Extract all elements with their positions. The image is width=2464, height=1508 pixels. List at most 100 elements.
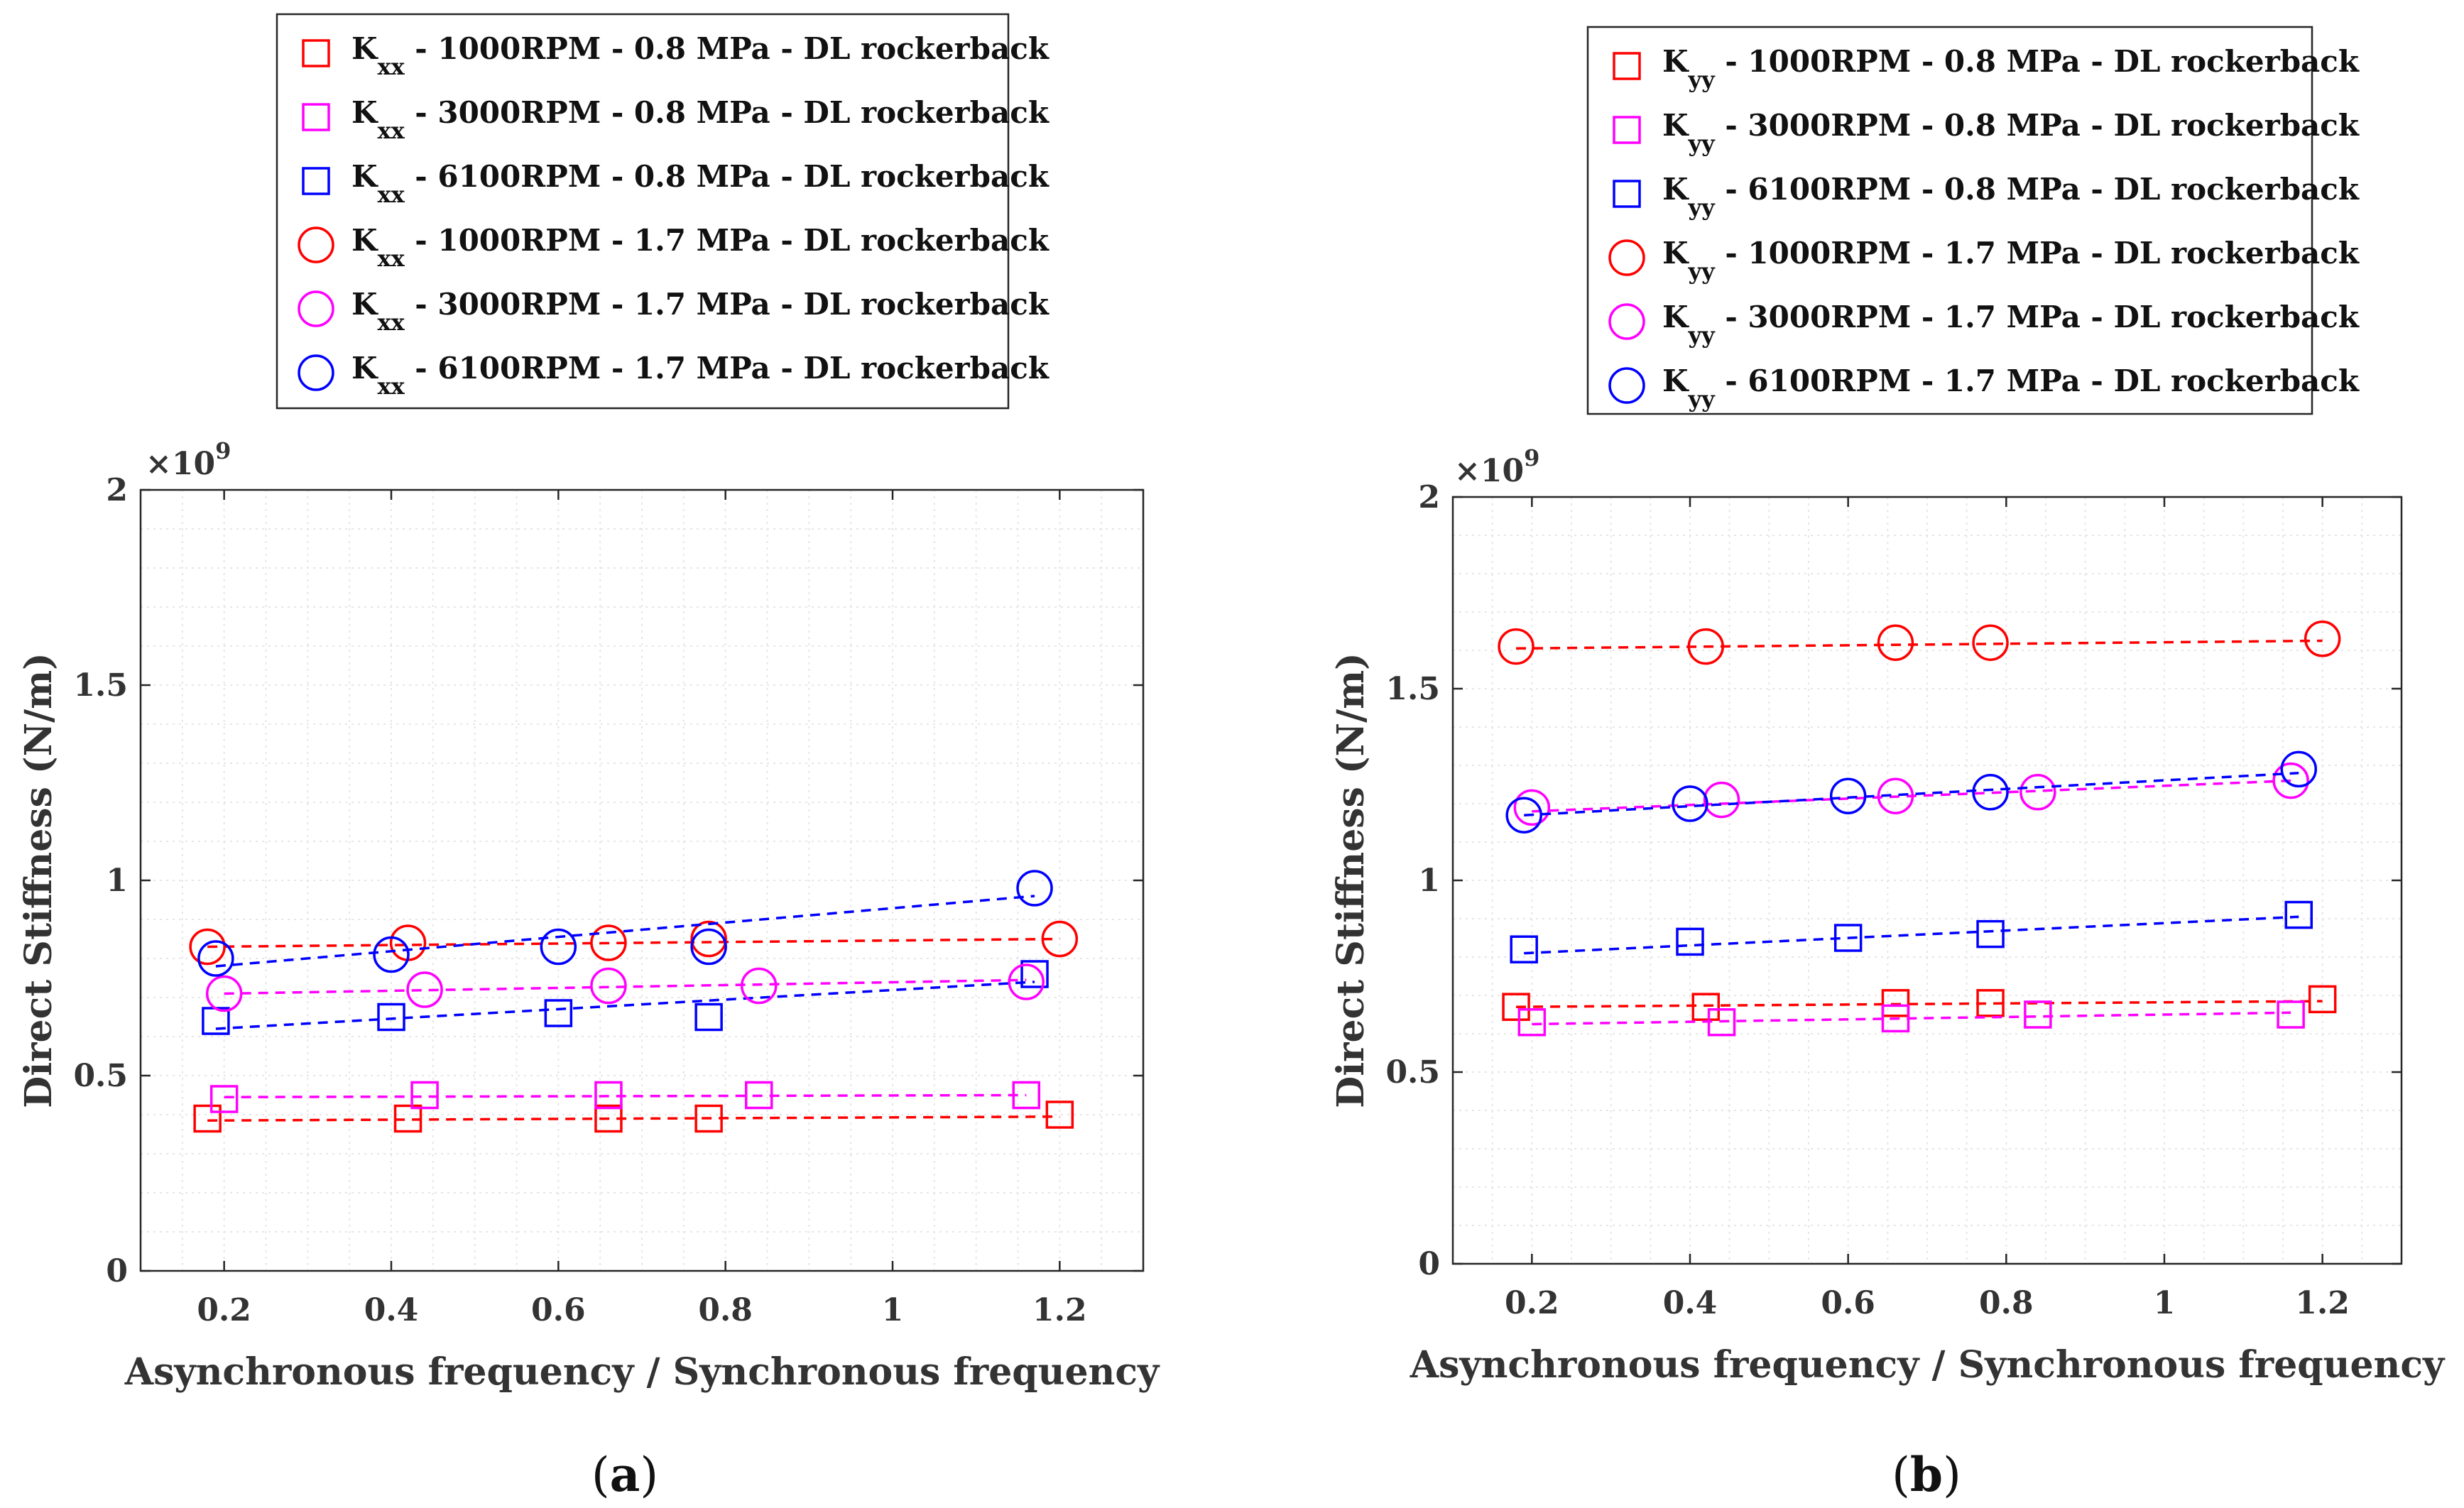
- y-multiplier-base: ×10: [1454, 453, 1524, 489]
- data-point-circle: [590, 924, 627, 961]
- legend-description: - 3000RPM - 1.7 MPa - DL rockerback: [1715, 300, 2360, 334]
- data-point-square: [1691, 993, 1721, 1021]
- data-point-square: [1045, 1100, 1074, 1129]
- legend-symbol: K: [351, 95, 378, 130]
- data-point-square: [2024, 1000, 2052, 1029]
- data-point-square: [594, 1081, 623, 1110]
- data-point-circle: [690, 928, 727, 966]
- legend: Kxx - 1000RPM - 0.8 MPa - DL rockerback K…: [276, 13, 1050, 410]
- legend-subscript: yy: [1688, 258, 1716, 285]
- legend-symbol: K: [1662, 236, 1689, 271]
- data-point-circle: [1687, 628, 1725, 665]
- data-point-square: [2277, 1000, 2305, 1029]
- legend-description: - 6100RPM - 1.7 MPa - DL rockerback: [1715, 364, 2360, 398]
- y-multiplier-base: ×10: [146, 446, 215, 482]
- legend-marker-square: [1613, 52, 1641, 80]
- legend-subscript: yy: [1688, 322, 1716, 349]
- x-tick-label: 0.2: [1505, 1285, 1559, 1321]
- trend-line-xx-series-2: [224, 1093, 1027, 1098]
- x-tick-label: 0.8: [698, 1292, 753, 1328]
- x-tick-label: 1.2: [1032, 1292, 1087, 1328]
- data-point-square: [209, 1085, 239, 1113]
- data-point-square: [694, 1002, 723, 1032]
- data-point-circle: [1829, 777, 1867, 814]
- legend-description: - 3000RPM - 1.7 MPa - DL rockerback: [405, 287, 1050, 322]
- data-point-square: [1833, 924, 1863, 952]
- data-point-circle: [1877, 624, 1914, 661]
- legend-entry-label: Kxx - 3000RPM - 1.7 MPa - DL rockerback: [351, 287, 1050, 336]
- legend-entry-label: Kxx - 1000RPM - 1.7 MPa - DL rockerback: [351, 223, 1050, 272]
- x-tick-label: 0.6: [531, 1292, 586, 1328]
- legend-entry-label: Kxx - 3000RPM - 0.8 MPa - DL rockerback: [351, 95, 1050, 144]
- legend-entry-label: Kyy - 3000RPM - 1.7 MPa - DL rockerback: [1662, 300, 2360, 349]
- trend-line-yy-series-4: [1516, 639, 2323, 650]
- y-tick-label: 0.5: [1385, 1054, 1440, 1091]
- x-tick-label: 0.8: [1979, 1285, 2034, 1321]
- legend-symbol: K: [351, 159, 378, 194]
- legend-subscript: xx: [378, 117, 405, 144]
- chart-panel-a: 0.2 0.4 0.6 0.8 1 1.2 0 0.5 1 1.5 2 ×109 Asynchronou…: [17, 13, 1160, 1502]
- data-point-square: [1502, 993, 1530, 1021]
- legend-marker-square: [1613, 116, 1641, 144]
- data-point-circle: [205, 975, 243, 1012]
- y-tick-label: 1: [106, 863, 128, 899]
- legend-marker-circle: [298, 290, 334, 327]
- legend-description: - 3000RPM - 0.8 MPa - DL rockerback: [1715, 108, 2360, 143]
- legend-description: - 1000RPM - 1.7 MPa - DL rockerback: [405, 223, 1050, 258]
- legend-entry-label: Kxx - 6100RPM - 0.8 MPa - DL rockerback: [351, 159, 1050, 208]
- y-axis-multiplier: ×109: [146, 437, 231, 482]
- x-tick-label: 1: [2154, 1285, 2176, 1321]
- data-point-square: [1976, 919, 2005, 949]
- data-point-square: [377, 1002, 405, 1032]
- legend-subscript: yy: [1688, 194, 1716, 221]
- y-axis-multiplier: ×109: [1454, 444, 1539, 489]
- panel-caption: (b): [1892, 1447, 1961, 1502]
- data-point-circle: [1703, 781, 1740, 819]
- trend-line-xx-series-1: [207, 1115, 1060, 1122]
- legend-entry-label: Kyy - 6100RPM - 0.8 MPa - DL rockerback: [1662, 172, 2360, 221]
- data-point-circle: [590, 967, 627, 1005]
- data-point-square: [694, 1104, 723, 1133]
- legend-symbol: K: [351, 287, 378, 322]
- data-point-circle: [1972, 774, 2009, 811]
- legend-symbol: K: [1662, 44, 1689, 79]
- legend-subscript: xx: [378, 53, 405, 80]
- legend-entry-label: Kxx - 1000RPM - 0.8 MPa - DL rockerback: [351, 31, 1050, 80]
- trend-line-xx-series-4: [207, 937, 1060, 949]
- data-point-circle: [406, 971, 443, 1008]
- x-tick-label: 1.2: [2295, 1285, 2350, 1321]
- trend-line-xx-series-3: [215, 980, 1035, 1030]
- legend-subscript: yy: [1688, 386, 1716, 412]
- legend-marker-circle: [1608, 239, 1645, 276]
- x-axis-label: Asynchronous frequency / Synchronous fre…: [124, 1350, 1160, 1394]
- data-point-square: [1676, 927, 1704, 956]
- caption-paren-close: ): [640, 1448, 658, 1502]
- data-point-circle: [690, 920, 727, 958]
- legend-marker-circle: [298, 226, 334, 263]
- data-point-circle: [1672, 785, 1708, 822]
- data-point-square: [193, 1104, 222, 1133]
- y-multiplier-exponent: 9: [1524, 444, 1539, 471]
- caption-letter: b: [1910, 1447, 1943, 1502]
- legend-entry-label: Kyy - 1000RPM - 1.7 MPa - DL rockerback: [1662, 236, 2360, 285]
- legend-description: - 1000RPM - 0.8 MPa - DL rockerback: [1715, 44, 2360, 79]
- legend-entry-label: Kyy - 6100RPM - 1.7 MPa - DL rockerback: [1662, 364, 2360, 412]
- data-point-circle: [1008, 963, 1045, 1000]
- y-axis-label: Direct Stiffness (N/m): [1329, 652, 1373, 1108]
- legend-description: - 6100RPM - 0.8 MPa - DL rockerback: [405, 159, 1050, 194]
- legend-symbol: K: [1662, 300, 1689, 334]
- y-tick-label: 1.5: [73, 667, 128, 704]
- legend-entry-label: Kyy - 3000RPM - 0.8 MPa - DL rockerback: [1662, 108, 2360, 157]
- legend-marker-circle: [298, 354, 334, 391]
- data-point-circle: [2280, 750, 2318, 788]
- legend-symbol: K: [1662, 172, 1689, 207]
- panel-caption: (a): [592, 1447, 658, 1502]
- legend-marker-square: [302, 39, 330, 67]
- data-point-circle: [540, 928, 577, 966]
- legend-marker-square: [302, 103, 330, 131]
- x-tick-label: 0.6: [1821, 1285, 1875, 1321]
- legend-symbol: K: [1662, 108, 1689, 143]
- data-point-circle: [1513, 789, 1551, 826]
- data-point-circle: [1498, 628, 1534, 665]
- legend-description: - 1000RPM - 1.7 MPa - DL rockerback: [1715, 236, 2360, 271]
